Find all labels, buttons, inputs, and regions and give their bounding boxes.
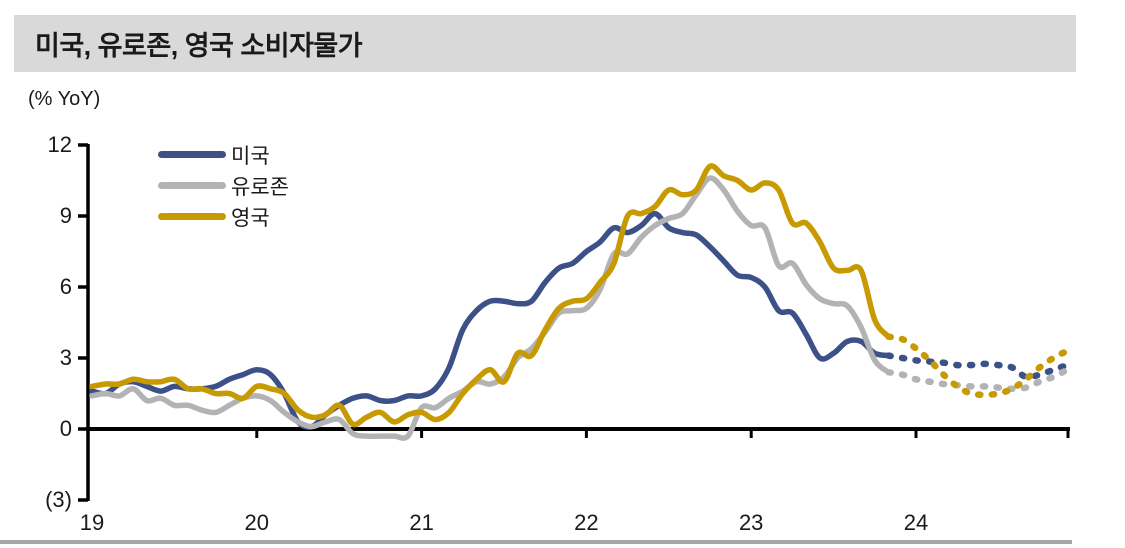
bottom-divider xyxy=(0,540,1072,544)
y-axis-unit-label: (% YoY) xyxy=(28,88,101,110)
y-tick-label: 3 xyxy=(59,345,72,370)
x-tick-label: 24 xyxy=(903,510,929,535)
x-tick-label: 22 xyxy=(574,510,599,535)
legend-item-eurozone: 유로존 xyxy=(158,170,289,201)
legend-line-uk-icon xyxy=(158,213,226,220)
legend-line-eurozone-icon xyxy=(158,182,226,189)
legend-item-us: 미국 xyxy=(158,139,289,170)
series-line-solid-2 xyxy=(89,163,892,428)
y-tick-label: 6 xyxy=(59,274,72,299)
chart-title: 미국, 유로존, 영국 소비자물가 xyxy=(35,31,363,61)
y-tick-label: (3) xyxy=(45,487,72,512)
legend-label-uk: 영국 xyxy=(231,206,270,230)
legend: 미국 유로존 영국 xyxy=(158,139,289,232)
series-line-forecast-0 xyxy=(885,352,1071,381)
series-line-solid-0 xyxy=(89,210,892,430)
series-line-forecast-2 xyxy=(885,333,1071,398)
series-line-forecast-1 xyxy=(885,366,1071,393)
y-tick-label: 9 xyxy=(59,203,72,228)
x-tick-label: 21 xyxy=(409,510,434,535)
legend-label-eurozone: 유로존 xyxy=(231,175,289,199)
y-tick-label: 12 xyxy=(47,132,72,157)
x-tick-label: 19 xyxy=(79,510,105,535)
legend-line-us-icon xyxy=(158,151,226,158)
x-tick-label: 23 xyxy=(738,510,764,535)
x-tick-label: 20 xyxy=(244,510,270,535)
series-line-solid-1 xyxy=(89,175,892,441)
y-tick-label: 0 xyxy=(59,416,72,441)
legend-label-us: 미국 xyxy=(231,144,270,168)
chart-title-bar: 미국, 유로존, 영국 소비자물가 xyxy=(14,15,1076,72)
legend-item-uk: 영국 xyxy=(158,201,289,232)
